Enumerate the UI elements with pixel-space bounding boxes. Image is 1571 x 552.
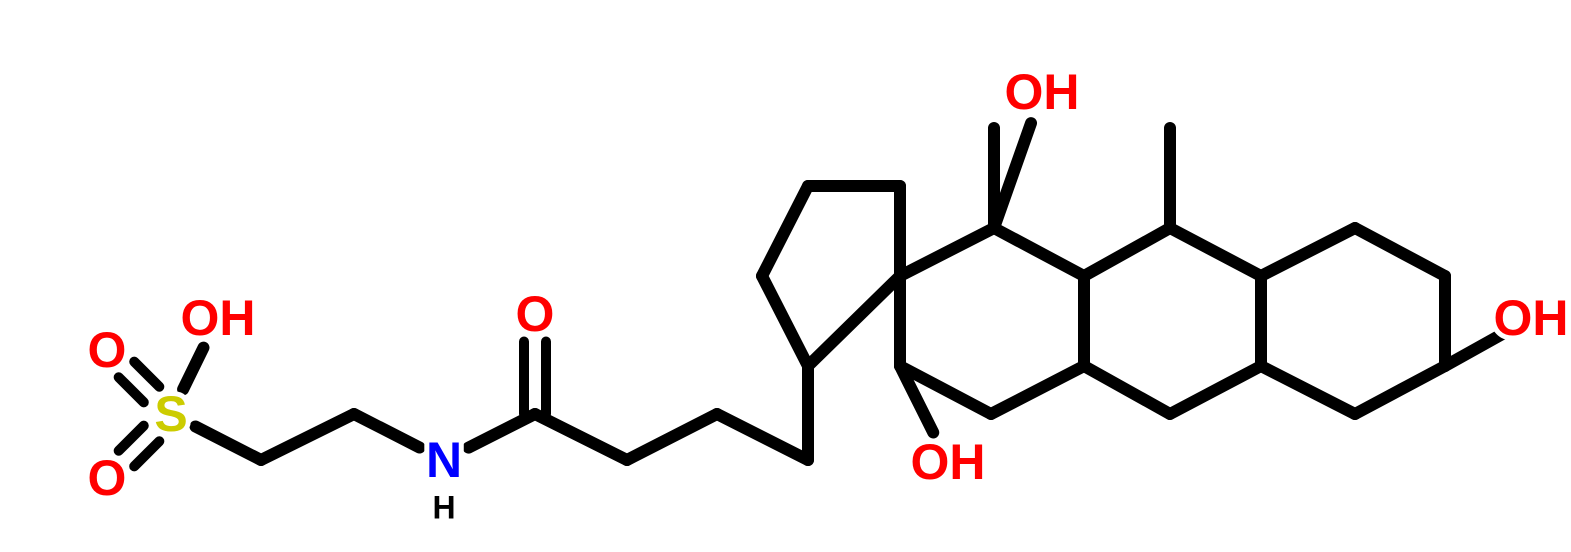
atom-N-H: H xyxy=(432,490,455,526)
atom-O2: O xyxy=(88,322,127,378)
atom-O5: OH xyxy=(911,434,986,490)
atom-O1: O xyxy=(88,450,127,506)
atom-O4: O xyxy=(516,286,555,342)
atom-O6: OH xyxy=(1005,64,1080,120)
bonds-layer xyxy=(119,123,1503,466)
atom-O3: OH xyxy=(181,290,256,346)
molecule-diagram: SSOOOOOHOHNNHHOOOHOHOHOHOHOH xyxy=(0,0,1571,552)
atom-N: N xyxy=(426,432,462,488)
labels-layer: SSOOOOOHOHNNHHOOOHOHOHOHOHOH xyxy=(88,64,1569,526)
atom-S: S xyxy=(154,386,187,442)
atom-O7: OH xyxy=(1494,290,1569,346)
